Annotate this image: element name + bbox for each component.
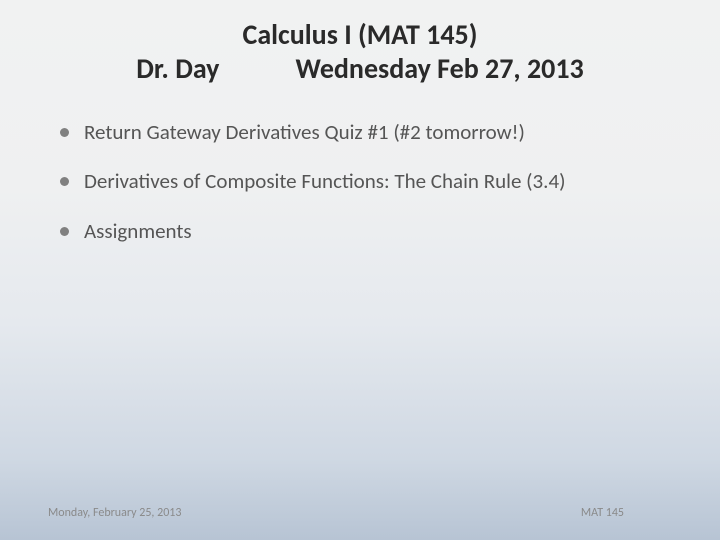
title-line-2: Dr. Day Wednesday Feb 27, 2013	[48, 52, 672, 86]
bullet-list: Return Gateway Derivatives Quiz #1 (#2 t…	[54, 119, 672, 245]
slide-container: Calculus I (MAT 145) Dr. Day Wednesday F…	[0, 0, 720, 540]
list-item: Derivatives of Composite Functions: The …	[54, 168, 672, 195]
body-content: Return Gateway Derivatives Quiz #1 (#2 t…	[48, 119, 672, 245]
footer: Monday, February 25, 2013 MAT 145	[0, 506, 720, 520]
list-item: Assignments	[54, 218, 672, 245]
footer-course: MAT 145	[581, 506, 672, 520]
title-line-1: Calculus I (MAT 145)	[48, 18, 672, 52]
footer-date: Monday, February 25, 2013	[48, 506, 181, 520]
title-block: Calculus I (MAT 145) Dr. Day Wednesday F…	[48, 18, 672, 85]
title-instructor: Dr. Day	[136, 52, 219, 86]
list-item: Return Gateway Derivatives Quiz #1 (#2 t…	[54, 119, 672, 146]
title-date: Wednesday Feb 27, 2013	[295, 52, 583, 86]
